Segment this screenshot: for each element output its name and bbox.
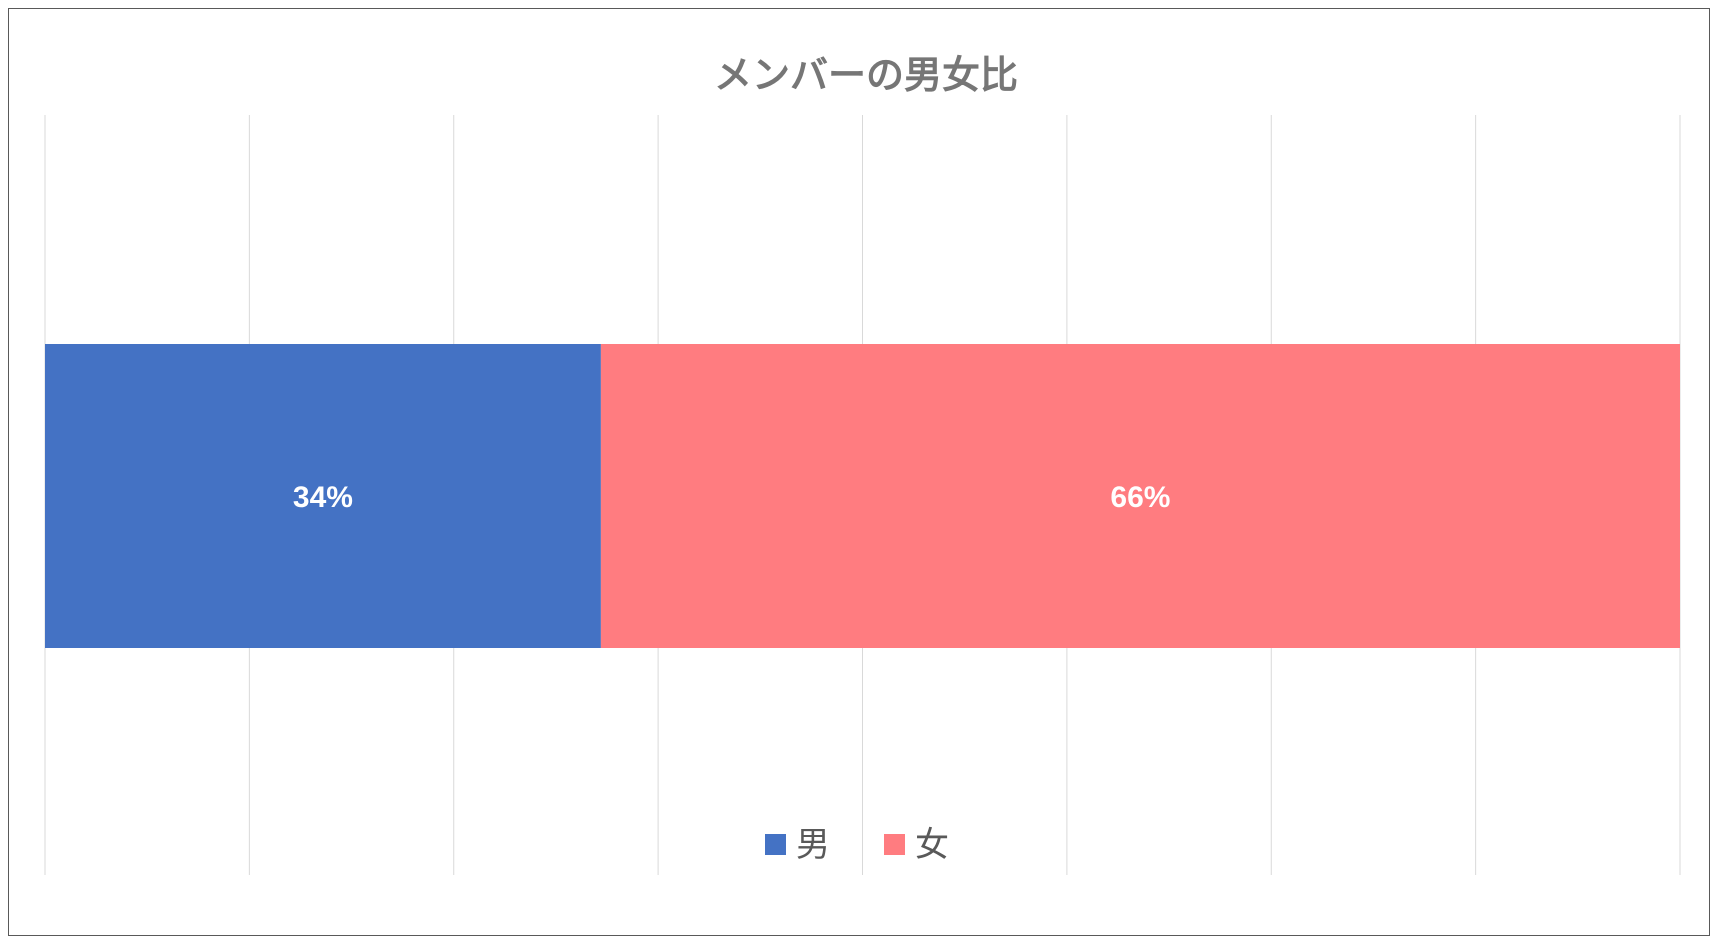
legend-label-1: 女 bbox=[915, 825, 949, 865]
data-label-1: 66% bbox=[1110, 481, 1170, 514]
bar-segment-0 bbox=[45, 344, 601, 648]
bar-labels: 34% 66% bbox=[293, 481, 1171, 514]
bar-segment-1 bbox=[600, 344, 1680, 648]
legend-swatch-1 bbox=[884, 834, 905, 855]
legend: 男女 bbox=[765, 825, 949, 865]
chart-title: メンバーの男女比 bbox=[714, 53, 1018, 97]
data-label-0: 34% bbox=[293, 481, 353, 514]
legend-label-0: 男 bbox=[796, 825, 830, 865]
bars bbox=[45, 344, 1680, 648]
legend-swatch-0 bbox=[765, 834, 786, 855]
